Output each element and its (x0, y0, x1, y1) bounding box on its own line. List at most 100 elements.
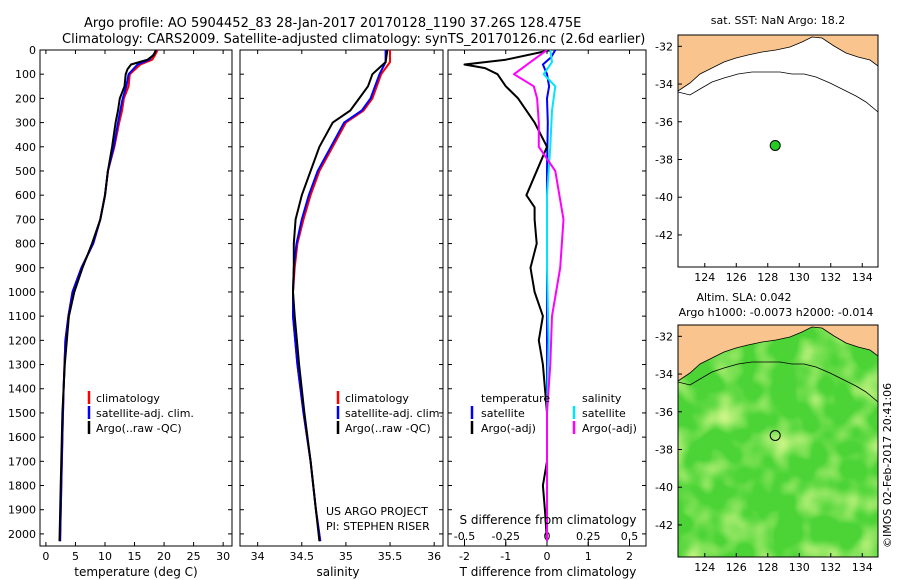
depth-tick-label: 1600 (8, 431, 36, 444)
difference-panel: -2 -1 0 1 2 -0.5 -0.25 0 0.25 0.5 S difference f… (447, 49, 647, 579)
temperature-legend: climatology satellite-adj. clim. Argo(..… (87, 391, 194, 435)
x-tick-label: 35 (339, 550, 353, 563)
header-line-1: Argo profile: AO 5904452_83 28-Jan-2017 … (84, 16, 581, 31)
sst-latitude-labels: -32 -34 -36 -38 -40 -42 (655, 40, 682, 242)
temperature-axis-label: temperature (deg C) (74, 565, 197, 579)
x-tick-label: 35.5 (378, 550, 403, 563)
s-difference-axis-label: S difference from climatology (460, 513, 637, 527)
longitude-tick-label: 134 (852, 561, 873, 574)
sst-longitude-labels: 124 126 128 130 132 134 (694, 263, 873, 284)
latitude-tick-label: -38 (655, 153, 673, 166)
longitude-tick-label: 130 (789, 561, 810, 574)
longitude-tick-label: 132 (820, 271, 841, 284)
depth-tick-label: 1300 (8, 359, 36, 372)
depth-tick-label: 500 (15, 165, 36, 178)
x-tick-label: 5 (72, 550, 79, 563)
s-difference-tick-labels: -0.5 -0.25 0 0.25 0.5 (454, 530, 638, 546)
temperature-tick-labels: 0 5 10 15 20 25 30 (40, 49, 232, 563)
sla-longitude-labels: 124 126 128 130 132 134 (694, 553, 873, 574)
temperature-profiles (58, 50, 159, 542)
legend-climatology-label: climatology (345, 392, 409, 405)
salinity-plot-frame (239, 49, 444, 547)
temperature-panel: 0100200300400500600700800900100011001200… (8, 44, 233, 579)
legend-climatology-label: climatology (96, 392, 160, 405)
depth-tick-label: 900 (15, 262, 36, 275)
legend-satellite-label: satellite-adj. clim. (96, 407, 194, 420)
sst-map-frame (677, 34, 879, 268)
sst-map-land (678, 35, 878, 92)
pi-note: PI: STEPHEN RISER (326, 520, 430, 533)
legend-satellite-label: satellite-adj. clim. (345, 407, 443, 420)
sla-map-panel: Altim. SLA: 0.042 Argo h1000: -0.0073 h2… (655, 291, 879, 574)
x-tick-label: 20 (157, 550, 171, 563)
t-difference-tick-labels: -2 -1 0 1 2 (448, 49, 646, 563)
depth-tick-label: 1500 (8, 407, 36, 420)
s-tick-label: 0.5 (621, 530, 639, 543)
s-tick-label: -0.25 (492, 530, 520, 543)
depth-tick-label: 1400 (8, 383, 36, 396)
legend-t-argo-label: Argo(-adj) (481, 422, 536, 435)
sla-map-land (678, 325, 878, 382)
sla-argo-marker (769, 430, 781, 441)
depth-tick-label: 400 (15, 141, 36, 154)
sla-latitude-labels: -32 -34 -36 -38 -40 -42 (655, 330, 682, 532)
sla-map-subtitle: Argo h1000: -0.0073 h2000: -0.014 (679, 306, 874, 319)
sst-argo-marker (769, 140, 781, 151)
salinity-legend: climatology satellite-adj. clim. Argo(..… (336, 391, 443, 435)
sst-map-isobath (678, 71, 878, 113)
salinity-panel: 34 34.5 35 35.5 36 salinity climatology sate… (239, 49, 444, 579)
latitude-tick-label: -42 (655, 229, 673, 242)
latitude-tick-label: -42 (655, 519, 673, 532)
depth-tick-label: 300 (15, 117, 36, 130)
imos-credit: ©IMOS 02-Feb-2017 20:41:06 (881, 383, 894, 548)
sla-map-anomaly-field (678, 325, 878, 557)
x-tick-label: 0 (544, 550, 551, 563)
latitude-tick-label: -38 (655, 443, 673, 456)
x-tick-label: 34.5 (290, 550, 315, 563)
x-tick-label: 2 (626, 550, 633, 563)
legend-s-satellite-label: satellite (582, 407, 626, 420)
x-tick-label: 10 (98, 550, 112, 563)
latitude-tick-label: -32 (655, 40, 673, 53)
depth-tick-label: 0 (29, 44, 36, 57)
latitude-tick-label: -40 (655, 481, 673, 494)
depth-tick-label: 1800 (8, 480, 36, 493)
series-argo-raw-qc- (58, 50, 157, 542)
depth-tick-labels: 0 100 200 300 400 500 600 700 800 900 1000 1100 1200… (8, 44, 36, 541)
depth-tick-label: 2000 (8, 528, 36, 541)
latitude-tick-label: -36 (655, 406, 673, 419)
longitude-tick-label: 126 (726, 561, 747, 574)
x-tick-label: -1 (500, 550, 511, 563)
temperature-plot-frame (39, 49, 233, 547)
depth-tick-label: 200 (15, 92, 36, 105)
legend-s-argo-label: Argo(-adj) (582, 422, 637, 435)
longitude-tick-label: 126 (726, 271, 747, 284)
x-tick-label: 1 (585, 550, 592, 563)
longitude-tick-label: 128 (757, 271, 778, 284)
sst-map-sea (678, 35, 878, 267)
x-tick-label: 30 (216, 550, 230, 563)
t-difference-axis-label: T difference from climatology (459, 565, 637, 579)
latitude-tick-label: -32 (655, 330, 673, 343)
depth-tick-label: 1000 (8, 286, 36, 299)
salinity-profiles (292, 50, 391, 542)
legend-t-satellite-label: satellite (481, 407, 525, 420)
longitude-tick-label: 124 (694, 561, 715, 574)
depth-tick-label: 1200 (8, 334, 36, 347)
latitude-tick-label: -34 (655, 368, 673, 381)
depth-tick-label: 1900 (8, 504, 36, 517)
legend-argo-label: Argo(..raw -QC) (96, 422, 182, 435)
salinity-axis-label: salinity (316, 565, 359, 579)
series-satellite-adj-clim- (292, 50, 387, 542)
sla-map-frame (677, 324, 879, 558)
longitude-tick-label: 128 (757, 561, 778, 574)
s-tick-label: 0.25 (576, 530, 601, 543)
depth-tick-label: 1100 (8, 310, 36, 323)
depth-tick-label: 1700 (8, 455, 36, 468)
x-tick-label: 15 (128, 550, 142, 563)
x-tick-label: 36 (427, 550, 441, 563)
latitude-tick-label: -40 (655, 191, 673, 204)
difference-legend: temperature salinity satellite Argo(-adj… (470, 392, 637, 435)
project-note: US ARGO PROJECT (326, 505, 428, 518)
